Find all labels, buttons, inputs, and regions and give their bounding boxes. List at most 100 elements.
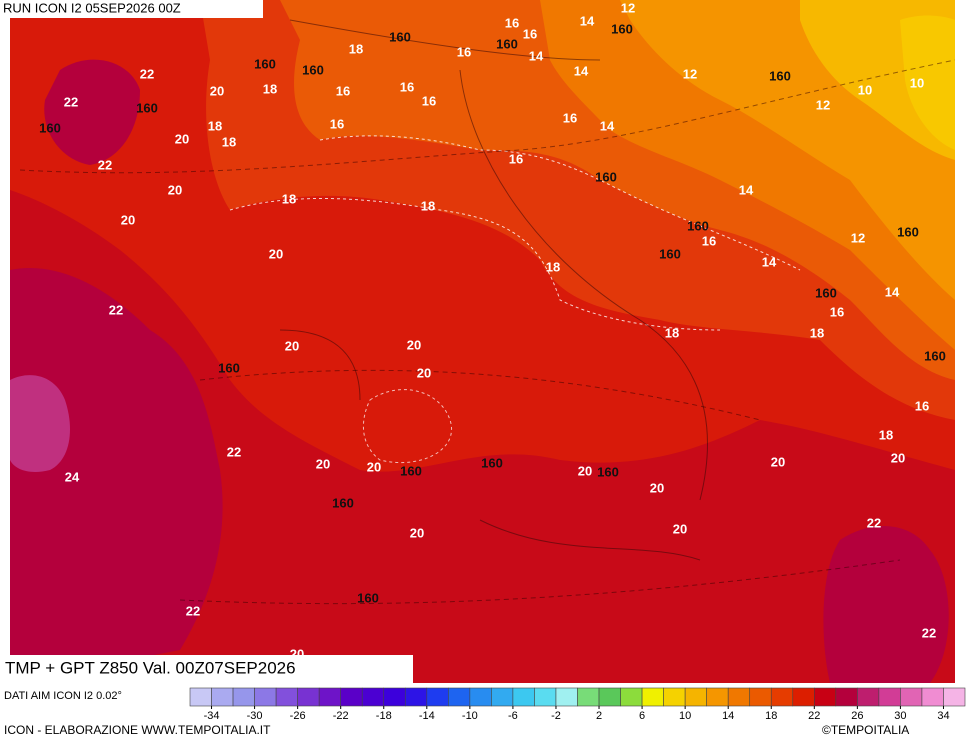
colorbar-tick-label: -14 — [419, 710, 435, 722]
contour-label: 20 — [578, 463, 592, 478]
contour-label: 20 — [410, 525, 424, 540]
contour-label: 22 — [227, 444, 241, 459]
colorbar-swatch — [512, 687, 535, 707]
colorbar-swatch — [878, 687, 901, 707]
contour-label: 160 — [769, 68, 791, 83]
contour-label: 12 — [683, 66, 697, 81]
contour-label: 14 — [885, 284, 900, 299]
colorbar: -34 -30 -26 -22 -18 -14 -10 -6 -2 2 6 10 14 18 22 26 30 3… — [189, 687, 966, 722]
colorbar-swatch — [534, 687, 557, 707]
colorbar-swatch — [943, 687, 966, 707]
contour-label: 160 — [611, 21, 633, 36]
contour-label: 20 — [417, 365, 431, 380]
colorbar-swatch — [770, 687, 794, 707]
contour-label: 160 — [597, 464, 619, 479]
copyright: ©TEMPOITALIA — [822, 723, 909, 737]
colorbar-tick-label: 6 — [639, 710, 645, 722]
contour-label: 16 — [702, 233, 716, 248]
contour-label: 18 — [282, 191, 296, 206]
contour-label: 20 — [771, 454, 785, 469]
contour-label: 18 — [349, 41, 363, 56]
contour-label: 14 — [600, 118, 615, 133]
colorbar-swatch — [706, 687, 729, 707]
colorbar-swatch — [426, 687, 449, 707]
contour-label: 160 — [481, 455, 503, 470]
colorbar-tick-label: -30 — [247, 710, 263, 722]
contour-label: 20 — [121, 212, 135, 227]
colorbar-swatch — [684, 687, 707, 707]
colorbar-swatch — [792, 687, 815, 707]
colorbar-swatch — [900, 687, 923, 707]
contour-label: 20 — [407, 337, 421, 352]
contour-label: 18 — [222, 134, 236, 149]
colorbar-swatch — [275, 687, 298, 707]
contour-label: 20 — [650, 480, 664, 495]
contour-label: 20 — [891, 450, 905, 465]
contour-label: 160 — [389, 29, 411, 44]
contour-label: 160 — [897, 224, 919, 239]
contour-label: 16 — [523, 26, 537, 41]
contour-label: 16 — [505, 15, 519, 30]
contour-label: 16 — [336, 83, 350, 98]
colorbar-swatch — [620, 687, 643, 707]
colorbar-tick-label: 2 — [596, 710, 602, 722]
colorbar-swatch — [663, 687, 686, 707]
contour-label: 16 — [509, 151, 523, 166]
colorbar-swatch — [254, 687, 277, 707]
contour-label: 160 — [218, 360, 240, 375]
colorbar-swatch — [577, 687, 600, 707]
contour-label: 16 — [830, 304, 844, 319]
contour-label: 16 — [330, 116, 344, 131]
chart-title: TMP + GPT Z850 Val. 00Z07SEP2026 — [5, 658, 296, 677]
data-source: DATI AIM ICON I2 0.02° — [4, 690, 122, 702]
contour-label: 20 — [175, 131, 189, 146]
colorbar-tick-label: -26 — [290, 710, 306, 722]
colorbar-tick-label: -10 — [462, 710, 478, 722]
colorbar-tick-label: -2 — [551, 710, 561, 722]
contour-label: 14 — [580, 13, 595, 28]
colorbar-tick-label: 18 — [765, 710, 777, 722]
contour-label: 160 — [302, 62, 324, 77]
run-label: RUN ICON I2 05SEP2026 00Z — [3, 0, 181, 15]
contour-label: 160 — [659, 246, 681, 261]
contour-label: 18 — [421, 198, 435, 213]
colorbar-swatch — [383, 687, 406, 707]
contour-label: 20 — [316, 456, 330, 471]
contour-label: 16 — [422, 93, 436, 108]
colorbar-tick-label: -22 — [333, 710, 349, 722]
contour-label: 22 — [98, 157, 112, 172]
colorbar-tick-label: 22 — [808, 710, 820, 722]
colorbar-swatch — [555, 687, 578, 707]
colorbar-tick-label: -18 — [376, 710, 392, 722]
contour-label: 160 — [254, 56, 276, 71]
colorbar-swatch — [641, 687, 664, 707]
colorbar-swatch — [857, 687, 880, 707]
contour-label: 160 — [924, 348, 946, 363]
colorbar-swatch — [749, 687, 772, 707]
contour-label: 20 — [285, 338, 299, 353]
contour-label: 22 — [922, 625, 936, 640]
contour-label: 14 — [762, 254, 777, 269]
contour-label: 18 — [263, 81, 277, 96]
contour-label: 22 — [109, 302, 123, 317]
contour-label: 160 — [496, 36, 518, 51]
colorbar-swatch — [404, 687, 428, 707]
colorbar-tick-label: -6 — [508, 710, 518, 722]
contour-label: 22 — [64, 94, 78, 109]
contour-label: 160 — [332, 495, 354, 510]
colorbar-swatch — [211, 687, 234, 707]
contour-label: 20 — [673, 521, 687, 536]
contour-label: 16 — [457, 44, 471, 59]
contour-label: 22 — [867, 515, 881, 530]
colorbar-swatch — [598, 687, 621, 707]
colorbar-swatch — [297, 687, 320, 707]
contour-label: 12 — [851, 230, 865, 245]
contour-label: 18 — [665, 325, 679, 340]
contour-label: 14 — [739, 182, 754, 197]
contour-label: 20 — [367, 459, 381, 474]
colorbar-tick-label: 14 — [722, 710, 734, 722]
contour-label: 160 — [357, 590, 379, 605]
colorbar-swatch — [491, 687, 514, 707]
